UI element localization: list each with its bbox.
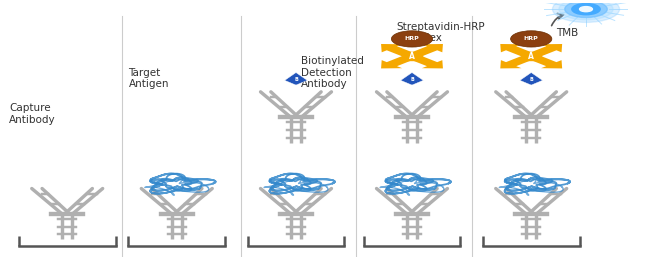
- Polygon shape: [381, 54, 417, 68]
- Text: B: B: [529, 77, 533, 82]
- Polygon shape: [526, 54, 562, 68]
- Text: HRP: HRP: [524, 36, 539, 41]
- Polygon shape: [521, 53, 541, 60]
- Text: Target
Antigen: Target Antigen: [129, 68, 169, 89]
- Polygon shape: [500, 54, 536, 68]
- Text: A: A: [528, 52, 534, 61]
- Text: Capture
Antibody: Capture Antibody: [9, 103, 56, 125]
- Polygon shape: [381, 44, 417, 58]
- Text: A: A: [409, 52, 415, 61]
- Text: Streptavidin-HRP
Complex: Streptavidin-HRP Complex: [396, 22, 484, 43]
- Circle shape: [511, 31, 552, 47]
- Circle shape: [391, 31, 433, 47]
- Polygon shape: [285, 73, 307, 85]
- Polygon shape: [407, 54, 443, 68]
- Polygon shape: [526, 44, 562, 58]
- Polygon shape: [500, 44, 536, 58]
- Polygon shape: [400, 73, 423, 85]
- Circle shape: [572, 4, 600, 15]
- Text: TMB: TMB: [556, 28, 578, 38]
- Polygon shape: [407, 44, 443, 58]
- Circle shape: [580, 6, 592, 12]
- Circle shape: [559, 0, 613, 20]
- Polygon shape: [520, 73, 543, 85]
- Text: B: B: [294, 77, 298, 82]
- Text: B: B: [410, 77, 414, 82]
- Text: HRP: HRP: [404, 36, 419, 41]
- Circle shape: [552, 0, 619, 22]
- Text: Biotinylated
Detection
Antibody: Biotinylated Detection Antibody: [301, 56, 364, 89]
- Circle shape: [565, 1, 607, 17]
- Polygon shape: [402, 53, 422, 60]
